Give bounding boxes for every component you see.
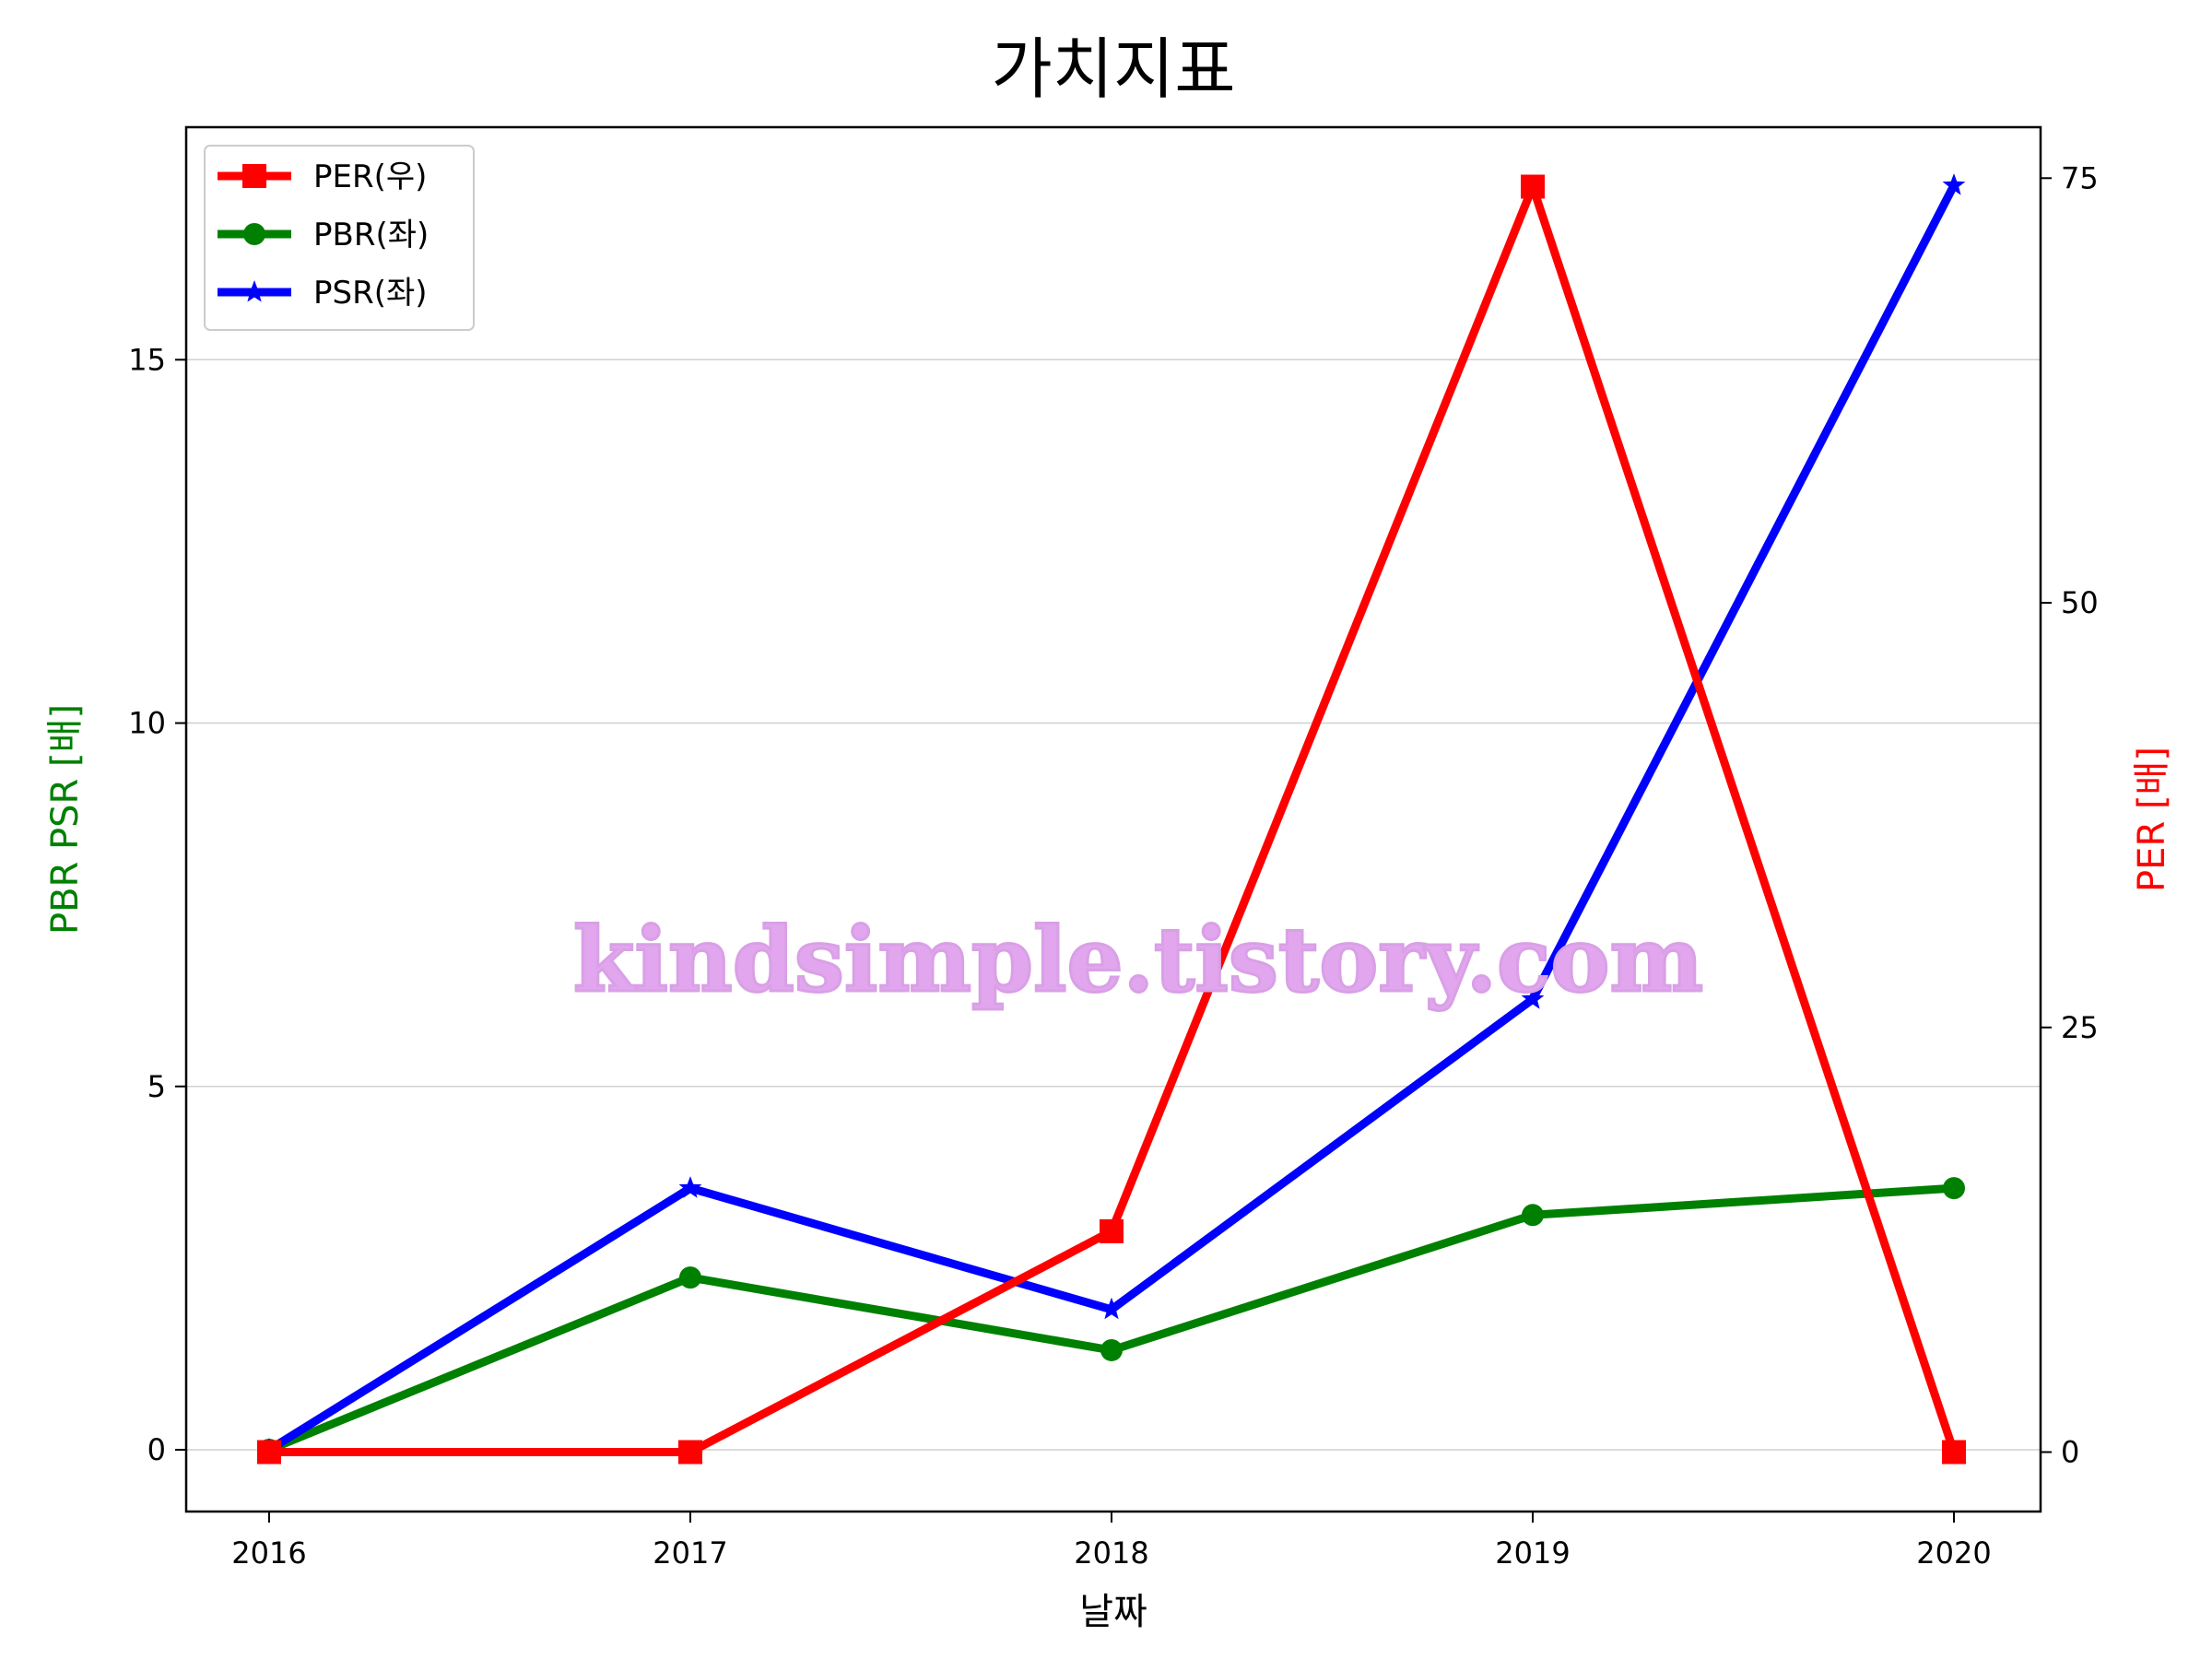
data-point-marker [1100, 1218, 1124, 1243]
plot-area [186, 127, 2041, 1512]
series-group [257, 173, 1966, 1465]
data-point-marker [1100, 1338, 1123, 1361]
data-point-marker [1521, 174, 1545, 199]
y-left-tick-label: 15 [128, 342, 166, 377]
y-right-tick-label: 0 [2061, 1434, 2079, 1469]
x-tick-label: 2017 [653, 1535, 727, 1571]
x-tick-label: 2016 [231, 1535, 306, 1571]
legend-swatch-marker [242, 280, 266, 302]
series-circle [258, 1177, 1965, 1461]
data-point-marker [1521, 987, 1545, 1009]
data-point-marker [1942, 173, 1966, 195]
legend-swatch-marker [242, 164, 266, 188]
plot-frame [184, 125, 2042, 1513]
data-point-marker [1943, 1177, 1965, 1200]
y-left-tick-label: 10 [128, 706, 166, 741]
legend-label: PER(우) [313, 159, 427, 195]
axes-group: 0 5 10 15 0 25 50 75 2016 2017 2018 2019 2020 [128, 160, 2098, 1571]
y-right-tick-label: 50 [2061, 585, 2099, 620]
x-tick-label: 2018 [1074, 1535, 1148, 1571]
legend-box [204, 145, 475, 331]
x-tick-label: 2020 [1916, 1535, 1991, 1571]
legend-label: PSR(좌) [313, 275, 428, 312]
series-square [257, 174, 1966, 1465]
data-point-marker [1522, 1204, 1544, 1227]
data-point-marker [679, 1266, 701, 1289]
y-axis-left-title: PBR PSR [배] [44, 704, 87, 935]
x-axis-title: 날짜 [1079, 1591, 1147, 1633]
y-axis-right-title: PER [배] [2131, 747, 2173, 892]
data-point-marker [257, 1440, 281, 1465]
data-point-marker [1100, 1297, 1124, 1320]
data-point-marker [678, 1176, 702, 1198]
data-point-marker [678, 1440, 702, 1465]
y-right-tick-label: 75 [2061, 160, 2099, 195]
y-left-tick-label: 0 [147, 1432, 166, 1467]
data-point-marker [1942, 1440, 1966, 1465]
y-left-tick-label: 5 [147, 1069, 166, 1104]
watermark-text: kindsimple.tistory.com [573, 908, 1703, 1012]
chart-title: 가치지표 [992, 30, 1236, 108]
y-right-tick-label: 25 [2061, 1010, 2099, 1045]
legend-swatch-marker [243, 223, 265, 245]
x-tick-label: 2019 [1495, 1535, 1570, 1571]
legend: PER(우) PBR(좌) PSR(좌) [204, 145, 475, 331]
legend-label: PBR(좌) [313, 217, 429, 253]
